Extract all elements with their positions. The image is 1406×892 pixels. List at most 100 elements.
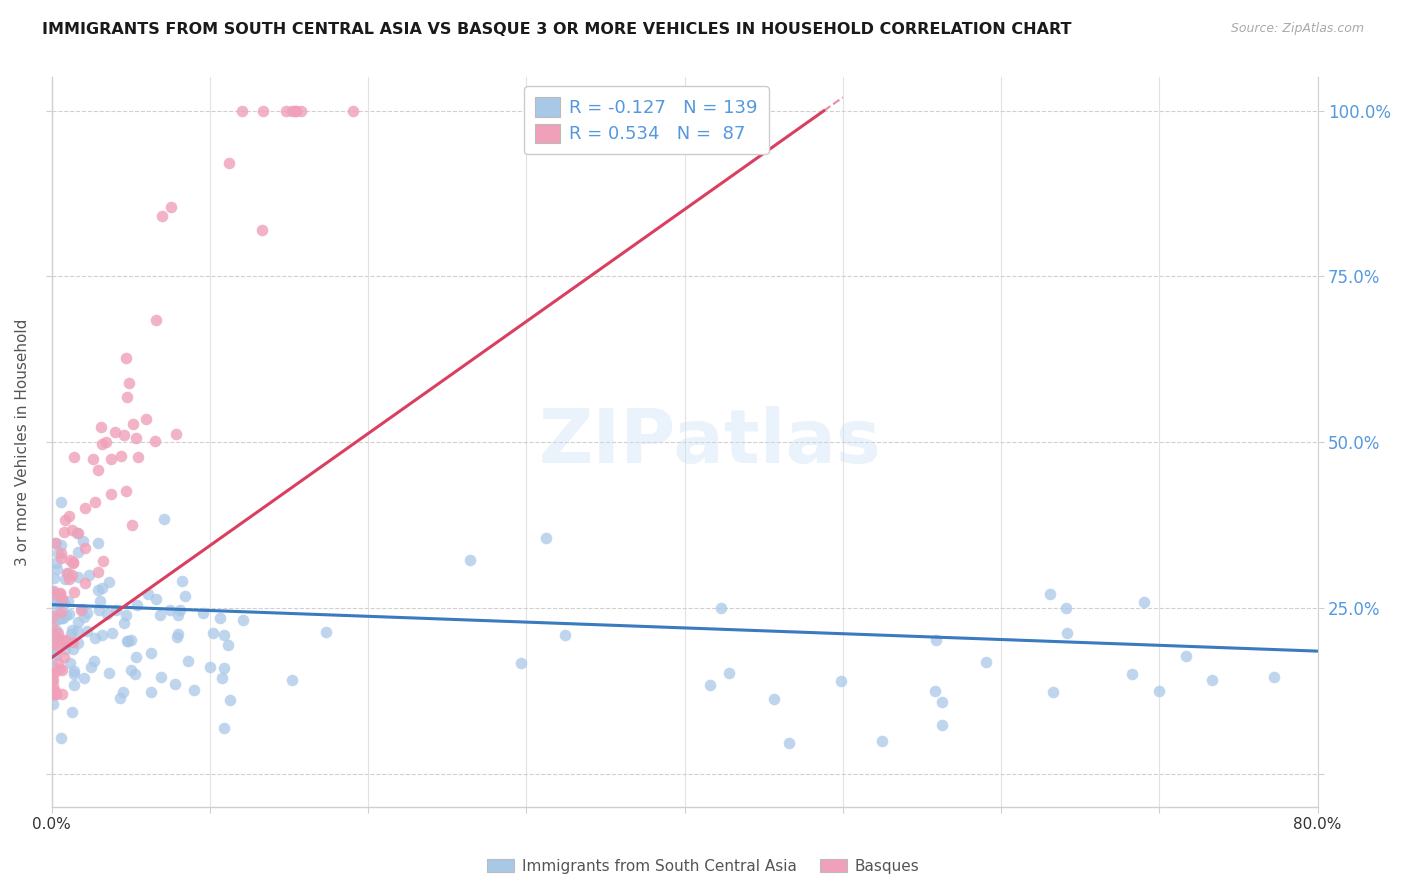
Point bbox=[66, 636, 89, 650]
Point bbox=[51, 609, 73, 624]
Point bbox=[232, 613, 254, 627]
Point bbox=[53, 513, 76, 527]
Point bbox=[62, 556, 84, 570]
Point bbox=[281, 103, 304, 118]
Point bbox=[46, 639, 69, 653]
Point bbox=[90, 420, 112, 434]
Point bbox=[86, 582, 108, 597]
Point bbox=[1174, 649, 1197, 664]
Point bbox=[48, 587, 70, 601]
Point bbox=[925, 633, 948, 648]
Point bbox=[176, 654, 198, 668]
Text: ZIPatlas: ZIPatlas bbox=[538, 406, 882, 479]
Point bbox=[63, 450, 86, 464]
Point bbox=[76, 624, 98, 639]
Point bbox=[41, 673, 63, 687]
Point bbox=[110, 449, 132, 463]
Point bbox=[252, 103, 274, 118]
Point bbox=[284, 103, 307, 118]
Point bbox=[252, 223, 274, 237]
Point bbox=[778, 736, 800, 750]
Point bbox=[1147, 684, 1170, 698]
Point bbox=[342, 103, 364, 118]
Point bbox=[145, 312, 167, 326]
Point bbox=[120, 632, 142, 647]
Point bbox=[136, 586, 159, 600]
Point bbox=[108, 690, 131, 705]
Point bbox=[1054, 601, 1077, 615]
Point bbox=[41, 673, 63, 687]
Point bbox=[44, 641, 66, 656]
Point bbox=[1056, 626, 1078, 640]
Point bbox=[166, 630, 188, 644]
Point bbox=[49, 596, 72, 610]
Point bbox=[198, 659, 221, 673]
Point bbox=[62, 624, 84, 638]
Point bbox=[534, 531, 557, 545]
Point bbox=[212, 661, 235, 675]
Point bbox=[115, 633, 138, 648]
Point bbox=[124, 666, 146, 681]
Point bbox=[42, 685, 65, 699]
Point bbox=[80, 660, 103, 674]
Point bbox=[100, 452, 122, 467]
Point bbox=[45, 687, 67, 701]
Point bbox=[96, 607, 118, 621]
Point bbox=[53, 573, 76, 587]
Point bbox=[125, 430, 148, 444]
Point bbox=[42, 637, 65, 651]
Point bbox=[1121, 666, 1143, 681]
Point bbox=[153, 511, 176, 525]
Point bbox=[201, 626, 224, 640]
Point bbox=[115, 607, 138, 622]
Point bbox=[101, 626, 124, 640]
Point bbox=[45, 648, 67, 662]
Point bbox=[931, 695, 953, 709]
Point bbox=[44, 665, 66, 679]
Point bbox=[127, 450, 149, 464]
Point bbox=[75, 501, 97, 516]
Point bbox=[44, 584, 66, 599]
Point bbox=[46, 626, 69, 640]
Point bbox=[51, 605, 73, 619]
Point bbox=[159, 602, 181, 616]
Point bbox=[72, 602, 94, 616]
Point bbox=[41, 665, 63, 680]
Point bbox=[44, 683, 66, 698]
Point bbox=[52, 611, 75, 625]
Point bbox=[172, 574, 194, 589]
Point bbox=[281, 673, 304, 687]
Point bbox=[62, 555, 84, 569]
Point bbox=[45, 632, 67, 647]
Point bbox=[112, 615, 135, 630]
Point bbox=[115, 390, 138, 404]
Point bbox=[84, 632, 107, 646]
Point bbox=[83, 495, 105, 509]
Point bbox=[165, 427, 187, 442]
Point bbox=[42, 571, 65, 585]
Point bbox=[1042, 684, 1064, 698]
Point bbox=[63, 678, 86, 692]
Point bbox=[42, 679, 65, 693]
Point bbox=[72, 671, 94, 685]
Point bbox=[82, 451, 104, 466]
Point bbox=[125, 649, 148, 664]
Point bbox=[91, 554, 114, 568]
Point bbox=[59, 553, 82, 567]
Point bbox=[51, 687, 73, 701]
Point bbox=[89, 594, 111, 608]
Point bbox=[100, 486, 122, 500]
Point bbox=[120, 663, 142, 677]
Point bbox=[1201, 673, 1223, 687]
Point bbox=[56, 566, 79, 581]
Point bbox=[149, 670, 172, 684]
Point bbox=[46, 657, 69, 671]
Point bbox=[49, 611, 72, 625]
Point bbox=[211, 671, 233, 685]
Point bbox=[51, 538, 73, 552]
Point bbox=[114, 484, 136, 499]
Point bbox=[145, 591, 167, 606]
Point bbox=[42, 646, 65, 660]
Point bbox=[62, 567, 84, 582]
Point bbox=[58, 607, 80, 622]
